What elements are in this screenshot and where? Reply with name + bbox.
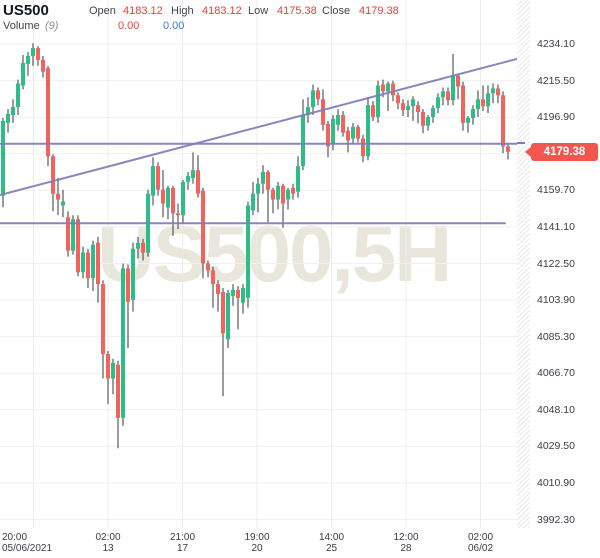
ohlc-low-label: Low xyxy=(248,5,269,17)
time-tick-hour: 21:00 xyxy=(169,532,196,543)
ohlc-high-value: 4183.12 xyxy=(202,5,242,17)
ohlc-open-label: Open xyxy=(89,5,116,17)
time-tick-hour: 20:00 xyxy=(2,532,28,543)
price-tick-label: 4085.30 xyxy=(537,330,575,343)
time-tick-hour: 02:00 xyxy=(95,532,121,543)
time-tick-label: 19:00 20 xyxy=(215,532,299,554)
time-tick-hour: 19:00 xyxy=(244,532,270,543)
price-tick-label: 4122.50 xyxy=(537,257,575,270)
symbol-title: US500 xyxy=(3,2,49,19)
time-tick-label: 21:00 17 xyxy=(141,532,225,554)
time-tick-hour: 14:00 xyxy=(318,532,345,543)
time-tick-date: 25 xyxy=(325,543,338,554)
price-axis[interactable]: 4179.38 4234.10 4215.50 4196.90 4159.70 4141… xyxy=(530,0,600,528)
time-tick-label: 12:00 28 xyxy=(364,532,448,554)
price-tick-label: 4048.10 xyxy=(537,403,575,416)
time-tick-date: 06/02 xyxy=(467,543,494,554)
ohlc-close-label: Close xyxy=(322,5,351,17)
time-tick-label: 20:00 05/06/2021 xyxy=(2,532,97,554)
ohlc-close-value: 4179.38 xyxy=(359,5,399,17)
price-tick-label: 4196.90 xyxy=(537,111,575,124)
time-tick-hour: 02:00 xyxy=(467,532,494,543)
time-tick-date: 05/06/2021 xyxy=(2,543,53,554)
time-axis[interactable]: 20:00 05/06/2021 02:00 13 21:00 17 19:00 20 14:0… xyxy=(0,528,600,558)
resistance-line-stub xyxy=(517,142,525,144)
ohlc-low-value: 4175.38 xyxy=(277,5,317,17)
indicator-value-2: 0.00 xyxy=(163,20,185,32)
price-tick-label: 4066.70 xyxy=(537,367,575,380)
current-price-badge: 4179.38 xyxy=(531,143,598,161)
chart-plot-area[interactable]: US500,5H US500 Volume (9) Open 4183.12 Hig… xyxy=(0,0,517,528)
current-price-value: 4179.38 xyxy=(543,146,586,158)
indicator-name: Volume xyxy=(3,20,40,32)
time-tick-label: 02:00 13 xyxy=(66,532,150,554)
ascending-trendline xyxy=(0,57,517,196)
time-tick-date: 13 xyxy=(102,543,114,554)
price-tick-label: 4215.50 xyxy=(537,74,575,87)
indicator-param: (9) xyxy=(45,20,59,32)
time-tick-label: 02:00 06/02 xyxy=(439,532,523,554)
price-tick-label: 3992.30 xyxy=(537,513,575,526)
chart-legend: US500 Volume (9) Open 4183.12 High 4183.12 L… xyxy=(0,0,517,36)
time-tick-date: 28 xyxy=(400,543,412,554)
price-tick-label: 4159.70 xyxy=(537,184,575,197)
ohlc-high-label: High xyxy=(171,5,194,17)
price-tick-label: 4010.90 xyxy=(537,476,575,489)
ohlc-open-value: 4183.12 xyxy=(123,5,163,17)
watermark: US500,5H xyxy=(96,209,452,298)
candlestick-chart[interactable] xyxy=(0,0,517,528)
time-tick-hour: 12:00 xyxy=(393,532,419,543)
axis-gap-hatch xyxy=(517,0,530,528)
price-tick-label: 4103.90 xyxy=(537,294,575,306)
time-tick-date: 17 xyxy=(176,543,189,554)
time-tick-label: 14:00 25 xyxy=(290,532,374,554)
indicator-value-1: 0.00 xyxy=(118,20,140,32)
price-tick-label: 4029.50 xyxy=(537,440,575,453)
time-tick-date: 20 xyxy=(251,543,263,554)
price-tick-label: 4234.10 xyxy=(537,38,575,50)
price-tick-label: 4141.10 xyxy=(537,220,575,233)
